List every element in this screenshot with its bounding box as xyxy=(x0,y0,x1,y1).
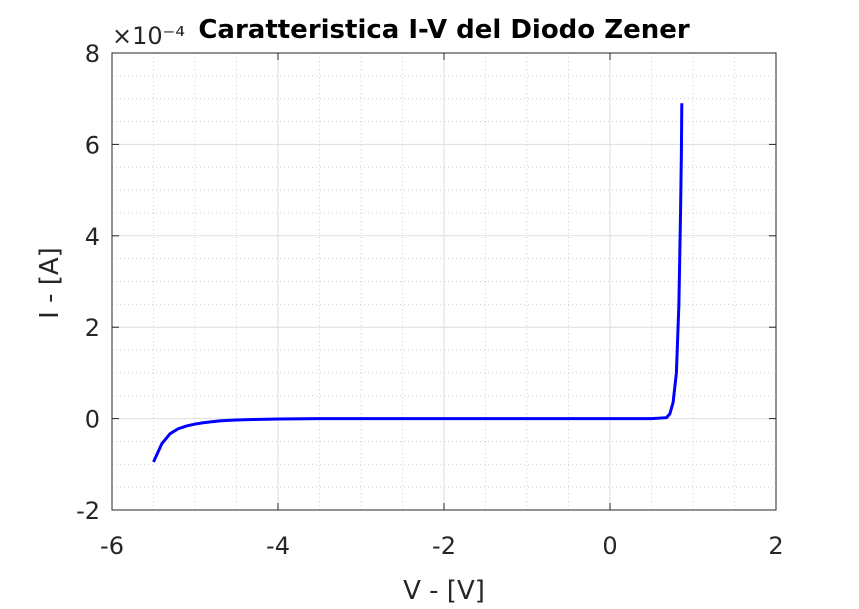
y-tick-label: 8 xyxy=(85,40,100,68)
series-line xyxy=(152,103,684,463)
x-tick-labels: -6 -4 -2 0 2 xyxy=(100,532,784,560)
x-tick-label: -6 xyxy=(100,532,124,560)
y-tick-label: -2 xyxy=(76,497,100,525)
y-tick-label: 0 xyxy=(85,406,100,434)
y-tick-label: 6 xyxy=(85,131,100,159)
x-axis-label: V - [V] xyxy=(403,576,485,606)
y-tick-label: 2 xyxy=(85,314,100,342)
chart-title: Caratteristica I-V del Diodo Zener xyxy=(198,15,690,45)
series-layer xyxy=(152,103,684,463)
y-axis-label: I - [A] xyxy=(35,247,65,319)
x-tick-label: -4 xyxy=(266,532,290,560)
x-tick-label: 2 xyxy=(768,532,783,560)
y-scale-multiplier: ×10⁻⁴ xyxy=(112,22,185,50)
x-tick-label: 0 xyxy=(602,532,617,560)
x-tick-label: -2 xyxy=(432,532,456,560)
ticks xyxy=(111,52,777,511)
y-tick-label: 4 xyxy=(85,223,100,251)
y-tick-labels: -2 0 2 4 6 8 xyxy=(76,40,100,525)
